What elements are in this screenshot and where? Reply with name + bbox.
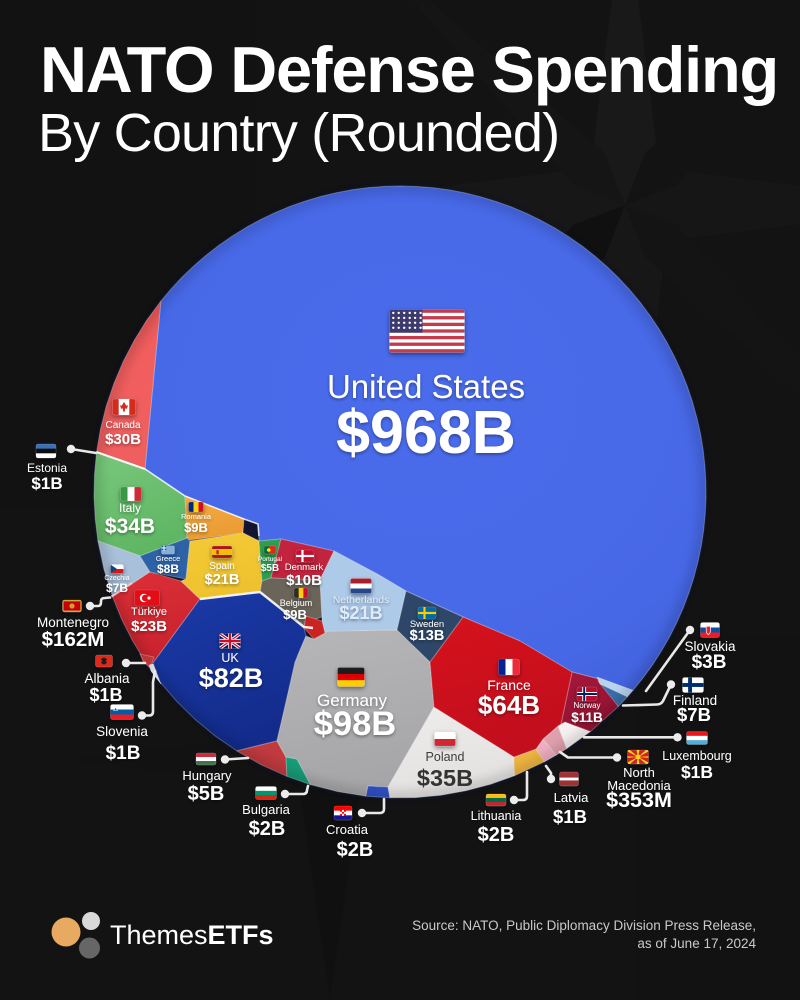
svg-text:$7B: $7B — [677, 704, 711, 725]
svg-text:$23B: $23B — [131, 618, 167, 635]
svg-text:$21B: $21B — [205, 572, 240, 588]
svg-text:$34B: $34B — [105, 515, 155, 538]
svg-text:$9B: $9B — [283, 607, 307, 622]
svg-text:Slovenia: Slovenia — [96, 724, 148, 739]
svg-text:$35B: $35B — [417, 765, 473, 791]
svg-text:Türkiye: Türkiye — [131, 606, 167, 618]
svg-text:Bulgaria: Bulgaria — [242, 802, 290, 817]
svg-text:France: France — [487, 677, 531, 693]
svg-text:$162M: $162M — [42, 628, 105, 651]
svg-text:$1B: $1B — [31, 474, 62, 493]
svg-text:Norway: Norway — [573, 701, 600, 710]
svg-text:$7B: $7B — [106, 581, 128, 595]
svg-text:$13B: $13B — [410, 628, 445, 644]
svg-text:NATO Defense Spending: NATO Defense Spending — [40, 33, 778, 106]
svg-text:Greece: Greece — [156, 554, 181, 563]
svg-text:Finland: Finland — [673, 693, 717, 708]
svg-text:Slovakia: Slovakia — [684, 639, 736, 654]
svg-text:Macedonia: Macedonia — [607, 778, 671, 793]
svg-text:$98B: $98B — [314, 705, 396, 743]
svg-text:$1B: $1B — [553, 806, 587, 827]
svg-text:$1B: $1B — [89, 685, 122, 705]
svg-text:Canada: Canada — [105, 420, 140, 431]
svg-text:Czechia: Czechia — [104, 575, 129, 582]
svg-text:$1B: $1B — [106, 743, 141, 764]
svg-text:Sweden: Sweden — [410, 619, 444, 630]
svg-text:Belgium: Belgium — [280, 598, 313, 608]
svg-text:$3B: $3B — [692, 652, 727, 673]
svg-text:$2B: $2B — [337, 839, 374, 861]
svg-text:Denmark: Denmark — [285, 562, 324, 573]
svg-text:UK: UK — [221, 651, 239, 665]
svg-text:$82B: $82B — [199, 663, 264, 693]
svg-text:$64B: $64B — [478, 690, 540, 720]
svg-text:$1B: $1B — [681, 762, 713, 782]
svg-text:$5B: $5B — [188, 783, 225, 805]
svg-text:Montenegro: Montenegro — [37, 615, 109, 630]
svg-text:North: North — [623, 765, 655, 780]
svg-text:Poland: Poland — [426, 750, 465, 764]
svg-text:Estonia: Estonia — [27, 461, 67, 475]
svg-text:Latvia: Latvia — [554, 790, 589, 805]
svg-text:Hungary: Hungary — [182, 768, 232, 783]
svg-text:Portugal: Portugal — [258, 556, 283, 563]
svg-text:$5B: $5B — [261, 563, 279, 574]
svg-text:Source: NATO, Public Diplomacy: Source: NATO, Public Diplomacy Division … — [412, 918, 756, 933]
svg-text:United States: United States — [327, 368, 525, 405]
svg-text:Luxembourg: Luxembourg — [662, 749, 732, 763]
svg-text:Croatia: Croatia — [326, 822, 369, 837]
svg-text:as of June 17, 2024: as of June 17, 2024 — [637, 936, 756, 951]
svg-text:Spain: Spain — [209, 561, 235, 572]
svg-text:$2B: $2B — [249, 818, 286, 840]
svg-text:$10B: $10B — [286, 572, 322, 589]
svg-text:$968B: $968B — [336, 398, 516, 466]
svg-text:$353M: $353M — [606, 788, 672, 812]
svg-text:$9B: $9B — [184, 520, 208, 535]
svg-text:Germany: Germany — [317, 691, 387, 710]
svg-text:$8B: $8B — [157, 562, 179, 576]
svg-text:$11B: $11B — [571, 710, 603, 725]
svg-text:ThemesETFs: ThemesETFs — [110, 920, 274, 950]
svg-text:$30B: $30B — [105, 431, 141, 448]
svg-text:By Country (Rounded): By Country (Rounded) — [38, 103, 559, 163]
svg-text:$21B: $21B — [339, 603, 382, 623]
svg-text:Albania: Albania — [84, 671, 130, 686]
svg-text:Netherlands: Netherlands — [333, 594, 390, 606]
svg-text:Romania: Romania — [181, 512, 212, 521]
svg-text:$2B: $2B — [478, 824, 515, 846]
svg-text:Lithuania: Lithuania — [471, 809, 522, 823]
svg-text:Italy: Italy — [119, 501, 141, 515]
